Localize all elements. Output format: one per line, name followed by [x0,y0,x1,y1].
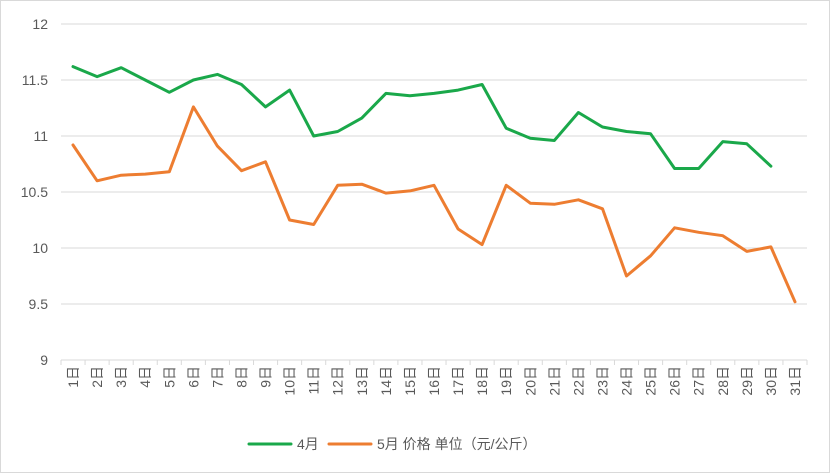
x-tick-label: 10日 [282,366,298,396]
series-lines [71,65,797,304]
x-tick-label: 14日 [378,366,394,396]
legend-label-2: 5月 价格 单位（元/公斤） [377,436,536,452]
x-tick-label: 11日 [306,366,322,395]
x-tick-label: 20日 [522,366,538,396]
x-tick-label: 18日 [474,366,490,396]
x-tick-label: 29日 [739,366,755,396]
x-tick-label: 3日 [113,366,129,388]
legend-label-1: 4月 [297,436,319,452]
x-tick-label: 30日 [763,366,779,396]
y-tick-label: 12 [32,16,48,32]
x-tick-label: 9日 [258,366,274,388]
x-tick-label: 23日 [594,366,610,396]
x-tick-label: 7日 [209,366,225,388]
x-tick-label: 15日 [402,366,418,396]
x-tick-label: 17日 [450,366,466,396]
series-line-1 [71,65,773,170]
y-tick-label: 9 [40,352,48,368]
x-tick-label: 27日 [691,366,707,396]
y-tick-label: 11 [33,128,48,144]
x-tick-label: 1日 [65,366,81,388]
x-tick-label: 13日 [354,366,370,396]
x-tick-label: 26日 [667,366,683,396]
legend: 4月 5月 价格 单位（元/公斤） [247,436,536,452]
y-tick-label: 10.5 [21,184,48,200]
x-tick-label: 6日 [185,366,201,388]
x-tick-label: 22日 [570,366,586,396]
x-tick-label: 4日 [137,366,153,388]
x-tick-label: 8日 [233,366,249,388]
x-tick-label: 19日 [498,366,514,396]
gridlines [61,23,807,361]
x-tick-label: 5日 [161,366,177,388]
series-line-2 [71,105,797,304]
x-tick-label: 12日 [330,366,346,396]
x-tick-label: 25日 [643,366,659,396]
y-axis: 9 9.5 10 10.5 11 11.5 12 [21,16,48,368]
y-tick-label: 11.5 [22,72,48,88]
y-tick-label: 9.5 [29,296,49,312]
x-tick-label: 24日 [619,366,635,396]
x-tick-label: 16日 [426,366,442,396]
x-tick-label: 21日 [546,366,562,396]
x-axis: 1日 2日 3日 4日 5日 6日 7日 8日 9日 10日 11日 12日 13日 14日 15日 16日 1… [60,360,808,396]
x-tick-label: 2日 [89,366,105,388]
x-tick-label: 31日 [787,366,803,396]
x-tick-label: 28日 [715,366,731,396]
y-tick-label: 10 [32,240,48,256]
